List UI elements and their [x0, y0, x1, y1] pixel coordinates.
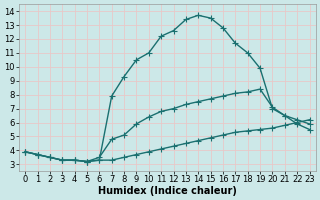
- X-axis label: Humidex (Indice chaleur): Humidex (Indice chaleur): [98, 186, 237, 196]
